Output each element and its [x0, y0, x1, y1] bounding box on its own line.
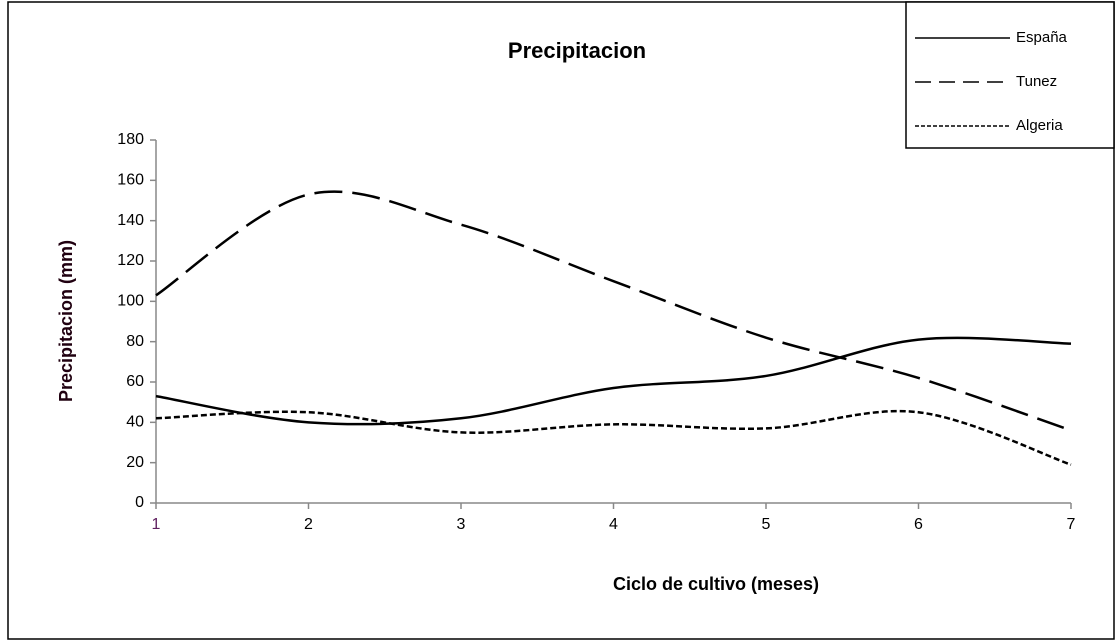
- x-axis-label: Ciclo de cultivo (meses): [613, 574, 819, 594]
- legend-label: Tunez: [1016, 73, 1057, 90]
- x-tick-label: 6: [914, 516, 923, 533]
- y-tick-label: 20: [126, 454, 144, 471]
- chart-title: Precipitacion: [508, 38, 646, 63]
- y-tick-label: 160: [117, 172, 144, 189]
- x-tick-label: 3: [457, 516, 466, 533]
- series-line: [155, 409, 1072, 466]
- x-tick-label: 2: [304, 516, 313, 533]
- y-tick-label: 140: [117, 212, 144, 229]
- x-tick-label: 4: [609, 516, 618, 533]
- y-tick-label: 40: [126, 414, 144, 431]
- y-tick-label: 0: [135, 494, 144, 511]
- y-tick-label: 100: [117, 293, 144, 310]
- series-line: [155, 336, 1072, 426]
- legend-label: España: [1016, 29, 1068, 46]
- x-tick-label: 7: [1067, 516, 1076, 533]
- y-axis-label: Precipitacion (mm): [56, 240, 76, 402]
- x-tick-label: 1: [152, 516, 161, 533]
- legend-label: Algeria: [1016, 117, 1063, 134]
- y-tick-label: 180: [117, 131, 144, 148]
- series-line: [155, 190, 1072, 432]
- y-tick-label: 60: [126, 373, 144, 390]
- x-tick-label: 5: [762, 516, 771, 533]
- y-tick-label: 80: [126, 333, 144, 350]
- legend: [905, 1, 1115, 149]
- y-tick-label: 120: [117, 252, 144, 269]
